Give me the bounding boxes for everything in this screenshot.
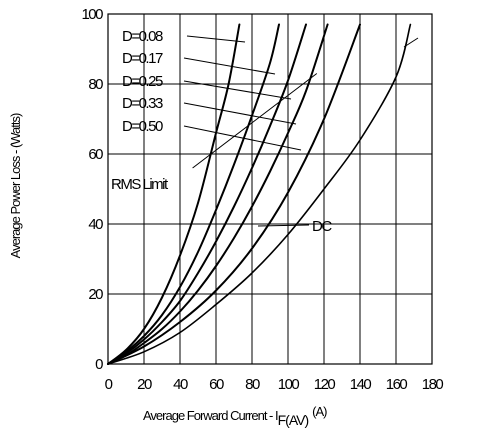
- x-axis-title-main: Average Forward Current - I: [143, 408, 278, 423]
- label-d-0-25: D=0.25: [122, 73, 163, 90]
- x-tick-label: 80: [245, 376, 260, 393]
- x-tick-label: 140: [350, 376, 372, 393]
- plot-frame: [107, 13, 433, 365]
- series-dc: [107, 23, 412, 365]
- series-rms-limit: [192, 73, 318, 169]
- x-tick-label: 120: [314, 376, 336, 393]
- y-axis-title: Average Power Loss - (Watts): [8, 113, 23, 258]
- leader-d-0-33: [183, 102, 297, 125]
- curves: [107, 23, 412, 365]
- x-axis-title: Average Forward Current - IF(AV)(A): [143, 404, 327, 428]
- leader-dc-end: [403, 37, 419, 48]
- leader-d-0-17: [183, 57, 276, 75]
- tick-labels: 0 20 40 60 80 100 120 140 160 180 0 20 40 60 80 100: [81, 6, 444, 393]
- series-d-0-50: [107, 23, 361, 365]
- y-tick-label: 20: [88, 286, 103, 303]
- x-tick-label: 180: [422, 376, 444, 393]
- series-d-0-17: [107, 23, 280, 365]
- y-tick-label: 0: [95, 356, 103, 373]
- x-tick-label: 160: [386, 376, 408, 393]
- leader-d-0-50: [183, 125, 302, 151]
- label-d-0-50: D=0.50: [122, 118, 163, 135]
- leader-dc: [257, 224, 310, 227]
- x-tick-label: 20: [137, 376, 152, 393]
- x-tick-label: 0: [105, 376, 113, 393]
- y-tick-label: 100: [81, 6, 103, 23]
- series-d-0-25: [107, 23, 307, 365]
- x-tick-label: 40: [173, 376, 188, 393]
- label-d-0-17: D=0.17: [122, 50, 163, 67]
- x-axis-title-unit: (A): [312, 404, 327, 419]
- label-leaders: [183, 35, 419, 227]
- label-d-0-33: D=0.33: [122, 95, 163, 112]
- label-d-0-08: D=0.08: [122, 28, 163, 45]
- leader-d-0-08: [186, 35, 246, 43]
- x-tick-label: 60: [209, 376, 224, 393]
- y-tick-label: 80: [88, 76, 103, 93]
- series-d-0-33: [107, 23, 329, 365]
- annotations: D=0.08 D=0.17 D=0.25 D=0.33 D=0.50 RMS Limit D…: [111, 28, 334, 235]
- x-tick-label: 100: [278, 376, 300, 393]
- x-axis-title-subscript: F(AV): [278, 412, 309, 428]
- leader-d-0-25: [183, 80, 292, 100]
- y-tick-label: 40: [88, 216, 103, 233]
- label-rms-limit: RMS Limit: [111, 176, 169, 193]
- y-tick-label: 60: [88, 146, 103, 163]
- label-dc: DC: [312, 218, 332, 235]
- series-d-0-08: [107, 23, 241, 365]
